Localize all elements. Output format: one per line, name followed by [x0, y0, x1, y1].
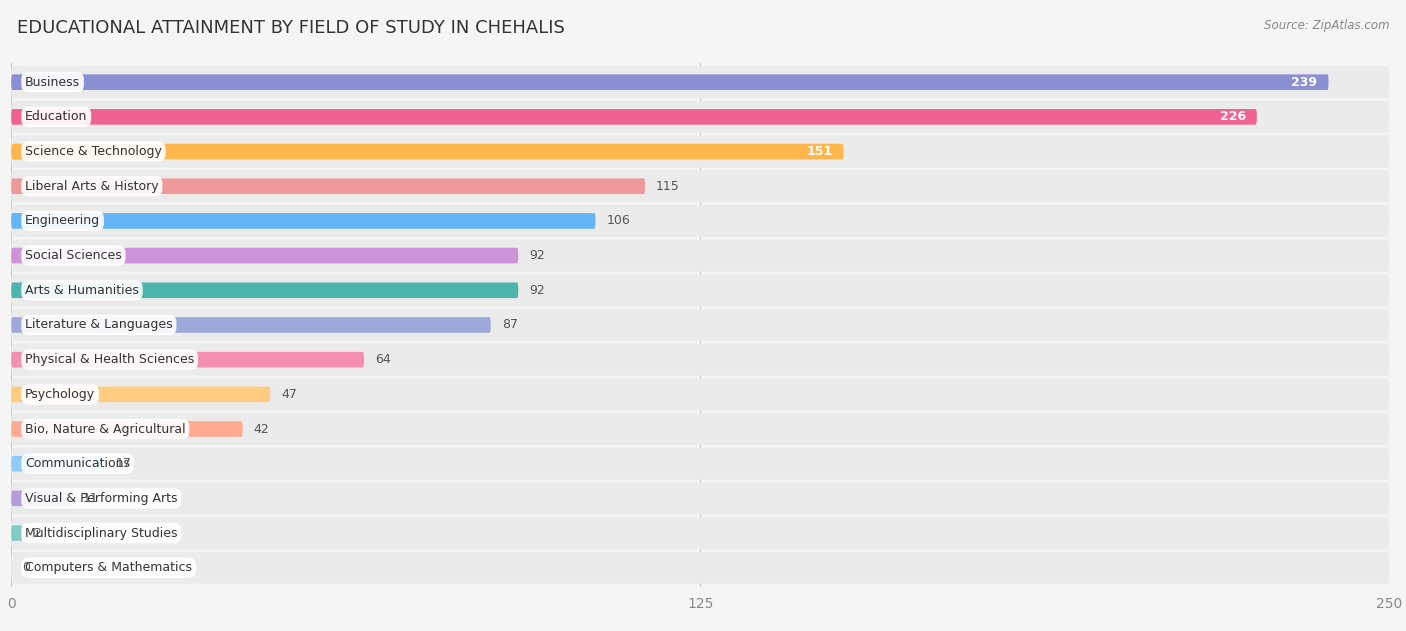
- FancyBboxPatch shape: [11, 213, 596, 228]
- Text: 87: 87: [502, 319, 517, 331]
- FancyBboxPatch shape: [11, 448, 1389, 480]
- Text: 239: 239: [1292, 76, 1317, 89]
- Text: Communications: Communications: [25, 457, 129, 470]
- FancyBboxPatch shape: [11, 205, 1389, 237]
- Text: 42: 42: [253, 423, 270, 435]
- FancyBboxPatch shape: [11, 317, 491, 333]
- FancyBboxPatch shape: [11, 109, 1257, 125]
- FancyBboxPatch shape: [11, 551, 1389, 584]
- FancyBboxPatch shape: [11, 525, 22, 541]
- Text: Science & Technology: Science & Technology: [25, 145, 162, 158]
- Text: Literature & Languages: Literature & Languages: [25, 319, 173, 331]
- FancyBboxPatch shape: [11, 66, 1389, 98]
- FancyBboxPatch shape: [11, 240, 1389, 271]
- Text: 11: 11: [83, 492, 98, 505]
- FancyBboxPatch shape: [11, 74, 1329, 90]
- Text: 92: 92: [529, 284, 546, 297]
- FancyBboxPatch shape: [11, 144, 844, 160]
- Text: 47: 47: [281, 388, 297, 401]
- Text: 64: 64: [375, 353, 391, 366]
- Text: Source: ZipAtlas.com: Source: ZipAtlas.com: [1264, 19, 1389, 32]
- Text: 92: 92: [529, 249, 546, 262]
- FancyBboxPatch shape: [11, 283, 519, 298]
- FancyBboxPatch shape: [11, 344, 1389, 375]
- Text: 17: 17: [115, 457, 132, 470]
- Text: Social Sciences: Social Sciences: [25, 249, 122, 262]
- Text: 2: 2: [34, 527, 41, 540]
- Text: EDUCATIONAL ATTAINMENT BY FIELD OF STUDY IN CHEHALIS: EDUCATIONAL ATTAINMENT BY FIELD OF STUDY…: [17, 19, 565, 37]
- FancyBboxPatch shape: [11, 422, 243, 437]
- Text: Bio, Nature & Agricultural: Bio, Nature & Agricultural: [25, 423, 186, 435]
- FancyBboxPatch shape: [11, 248, 519, 263]
- Text: Visual & Performing Arts: Visual & Performing Arts: [25, 492, 177, 505]
- FancyBboxPatch shape: [11, 309, 1389, 341]
- FancyBboxPatch shape: [11, 274, 1389, 306]
- FancyBboxPatch shape: [11, 352, 364, 367]
- FancyBboxPatch shape: [11, 101, 1389, 133]
- Text: 106: 106: [606, 215, 630, 227]
- Text: Physical & Health Sciences: Physical & Health Sciences: [25, 353, 194, 366]
- Text: 226: 226: [1219, 110, 1246, 123]
- FancyBboxPatch shape: [11, 170, 1389, 202]
- Text: Business: Business: [25, 76, 80, 89]
- FancyBboxPatch shape: [11, 490, 72, 506]
- FancyBboxPatch shape: [11, 483, 1389, 514]
- FancyBboxPatch shape: [11, 413, 1389, 445]
- Text: Education: Education: [25, 110, 87, 123]
- Text: 115: 115: [657, 180, 681, 192]
- Text: 151: 151: [806, 145, 832, 158]
- Text: 0: 0: [22, 561, 31, 574]
- FancyBboxPatch shape: [11, 136, 1389, 167]
- FancyBboxPatch shape: [11, 379, 1389, 410]
- Text: Engineering: Engineering: [25, 215, 100, 227]
- FancyBboxPatch shape: [11, 179, 645, 194]
- FancyBboxPatch shape: [11, 387, 270, 402]
- FancyBboxPatch shape: [11, 456, 105, 471]
- Text: Psychology: Psychology: [25, 388, 96, 401]
- FancyBboxPatch shape: [11, 517, 1389, 549]
- Text: Computers & Mathematics: Computers & Mathematics: [25, 561, 193, 574]
- Text: Liberal Arts & History: Liberal Arts & History: [25, 180, 159, 192]
- Text: Arts & Humanities: Arts & Humanities: [25, 284, 139, 297]
- Text: Multidisciplinary Studies: Multidisciplinary Studies: [25, 527, 177, 540]
